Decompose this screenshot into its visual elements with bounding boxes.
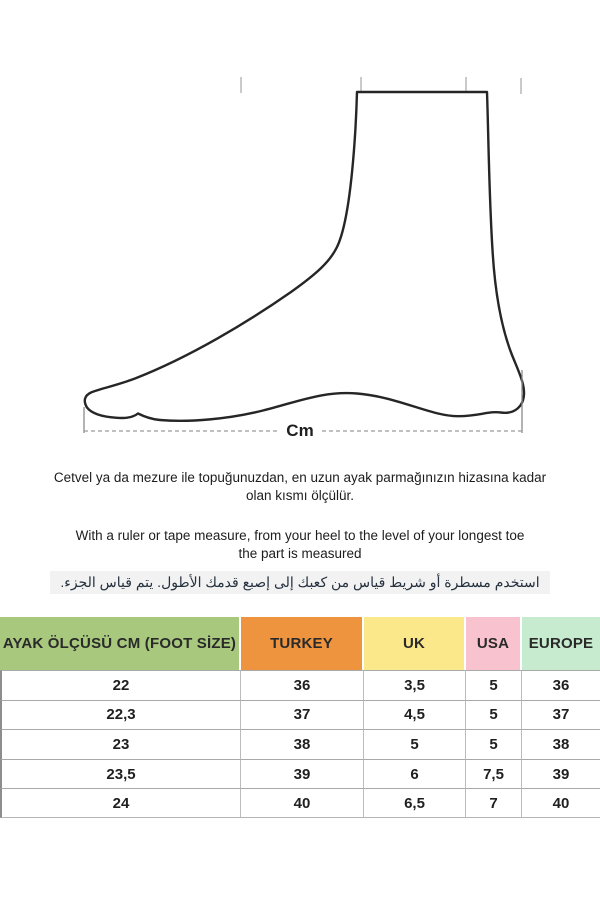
table-cell: 37 (522, 699, 600, 730)
header-cell-uk: UK (364, 617, 466, 670)
table-cell: 37 (241, 699, 364, 730)
instruction-english-line1: With a ruler or tape measure, from your … (75, 528, 525, 543)
table-cell: 7,5 (466, 758, 522, 789)
table-cell: 39 (241, 758, 364, 789)
instruction-turkish: Cetvel ya da mezure ile topuğunuzdan, en… (0, 469, 600, 504)
instruction-arabic-wrap: استخدم مسطرة أو شريط قياس من كعبك إلى إص… (0, 571, 600, 594)
instruction-english: With a ruler or tape measure, from your … (0, 527, 600, 562)
table-cell: 24 (0, 788, 241, 818)
measurement-guides (83, 370, 523, 433)
instruction-arabic: استخدم مسطرة أو شريط قياس من كعبك إلى إص… (50, 571, 550, 594)
table-cell: 4,5 (364, 699, 466, 730)
table-cell: 38 (522, 729, 600, 759)
table-cell: 5 (364, 729, 466, 759)
instruction-turkish-line2: olan kısmı ölçülür. (245, 487, 355, 503)
table-cell: 23,5 (0, 758, 241, 789)
table-cell: 22,3 (0, 699, 241, 730)
foot-outline-path (83, 90, 526, 422)
table-cell: 5 (466, 670, 522, 700)
size-conversion-table: AYAK ÖLÇÜSÜ CM (FOOT SİZE) TURKEY UK USA… (0, 617, 600, 818)
table-cell: 23 (0, 729, 241, 759)
table-cell: 40 (522, 788, 600, 818)
table-cell: 3,5 (364, 670, 466, 700)
top-tick-marks (240, 77, 522, 94)
header-cell-europe: EUROPE (522, 617, 600, 670)
cm-unit-label: Cm (279, 421, 321, 441)
table-cell: 38 (241, 729, 364, 759)
table-cell: 39 (522, 758, 600, 789)
table-cell: 5 (466, 699, 522, 730)
header-cell-foot-size: AYAK ÖLÇÜSÜ CM (FOOT SİZE) (0, 617, 241, 670)
header-cell-usa: USA (466, 617, 522, 670)
table-cell: 6,5 (364, 788, 466, 818)
table-cell: 22 (0, 670, 241, 700)
table-cell: 36 (522, 670, 600, 700)
table-cell: 36 (241, 670, 364, 700)
table-cell: 5 (466, 729, 522, 759)
table-cell: 6 (364, 758, 466, 789)
header-cell-turkey: TURKEY (241, 617, 364, 670)
instruction-turkish-line1: Cetvel ya da mezure ile topuğunuzdan, en… (53, 470, 547, 485)
foot-measurement-diagram: Cm (83, 77, 526, 441)
instruction-english-line2: the part is measured (238, 545, 362, 561)
table-cell: 7 (466, 788, 522, 818)
table-cell: 40 (241, 788, 364, 818)
foot-outline-drawing (83, 77, 526, 433)
